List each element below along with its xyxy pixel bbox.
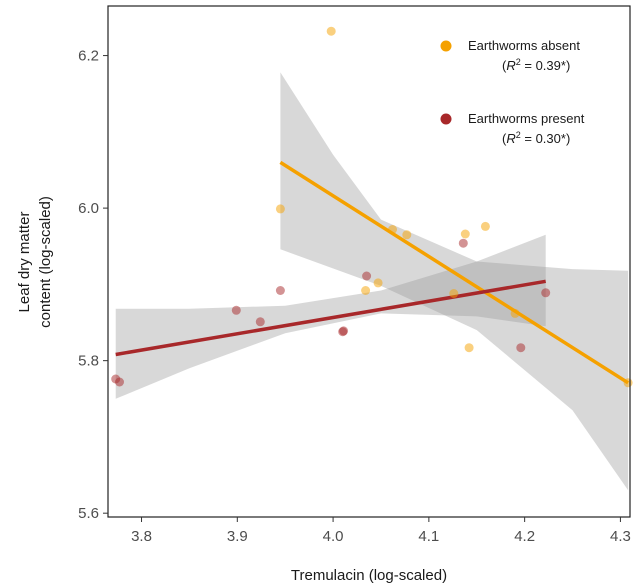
data-point-earthworms-present (458, 238, 468, 248)
data-point-earthworms-absent (402, 230, 412, 240)
data-point-earthworms-absent (449, 289, 459, 298)
x-tick-label: 3.8 (131, 528, 152, 545)
y-axis-title-line2: content (log-scaled) (37, 196, 54, 328)
legend-r2-present: (R2 = 0.30*) (502, 130, 570, 146)
legend-marker-present (440, 113, 452, 125)
legend-label-present: Earthworms present (468, 111, 585, 126)
legend-r2-value-absent: 0.39* (536, 58, 566, 73)
x-tick-label: 4.3 (610, 528, 631, 545)
data-point-earthworms-absent (361, 286, 371, 295)
y-axis-title-line1: Leaf dry matter (16, 212, 33, 313)
confidence-band-earthworms-absent (280, 72, 629, 491)
x-tick-label: 4.2 (514, 528, 535, 545)
y-tick-label: 5.6 (78, 505, 99, 522)
fit-line-earthworms-present (115, 279, 546, 357)
data-point-earthworms-absent (275, 204, 285, 214)
fit-lines (115, 160, 630, 385)
data-point-earthworms-present (362, 271, 372, 281)
x-tick-label: 4.0 (323, 528, 344, 545)
legend-label-absent: Earthworms absent (468, 38, 580, 53)
data-point-earthworms-present (541, 288, 551, 298)
x-axis-title: Tremulacin (log-scaled) (291, 567, 447, 584)
y-axis-ticks: 5.6 5.8 6.0 6.2 (78, 48, 108, 522)
data-point-earthworms-absent (623, 378, 633, 388)
legend-marker-absent (440, 40, 452, 52)
data-point-earthworms-present (231, 305, 241, 315)
legend: Earthworms absent (R2 = 0.39*) Earthworm… (440, 38, 585, 146)
data-point-earthworms-absent (480, 221, 490, 231)
y-tick-label: 6.2 (78, 48, 99, 65)
data-point-earthworms-absent (460, 229, 470, 239)
y-tick-label: 5.8 (78, 353, 99, 370)
x-axis-ticks: 3.8 3.9 4.0 4.1 4.2 4.3 (131, 517, 631, 545)
x-tick-label: 4.1 (418, 528, 439, 545)
data-point-earthworms-present (339, 326, 349, 336)
data-point-earthworms-present (275, 286, 285, 295)
legend-r2-value-present: 0.30* (536, 131, 566, 146)
data-point-earthworms-absent (510, 308, 520, 318)
data-point-earthworms-absent (388, 225, 397, 234)
data-point-earthworms-absent (464, 343, 474, 353)
data-point-earthworms-absent (326, 26, 336, 36)
legend-r2-absent: (R2 = 0.39*) (502, 57, 570, 73)
y-tick-label: 6.0 (78, 200, 99, 217)
data-point-earthworms-present (516, 343, 526, 353)
plot-border (107, 5, 631, 518)
data-point-earthworms-absent (373, 278, 383, 288)
data-point-earthworms-present (115, 377, 124, 387)
x-tick-label: 3.9 (227, 528, 248, 545)
data-point-earthworms-present (255, 317, 265, 327)
fit-line-earthworms-absent (279, 160, 630, 385)
